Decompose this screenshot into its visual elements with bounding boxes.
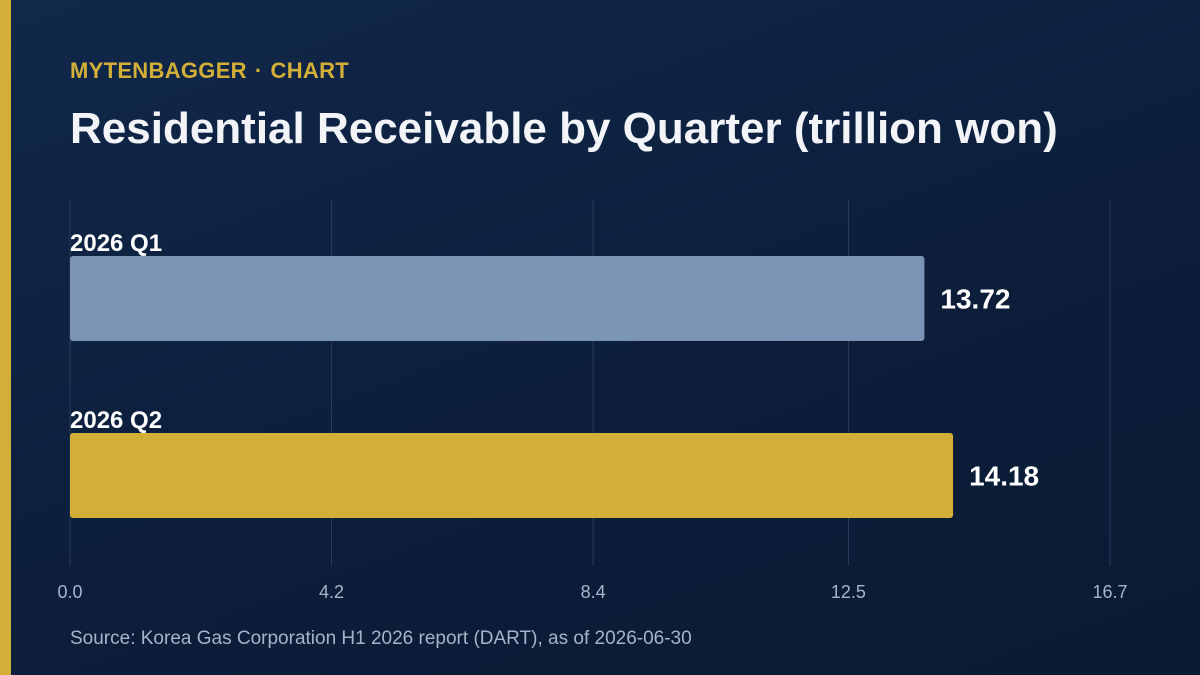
chart-title: Residential Receivable by Quarter (trill…	[70, 104, 1058, 153]
category-label: 2026 Q1	[70, 230, 162, 257]
x-tick-label: 0.0	[57, 582, 82, 602]
bar	[70, 256, 925, 341]
brand-section: CHART	[270, 58, 350, 83]
bar	[70, 433, 954, 518]
value-label: 14.18	[969, 461, 1039, 492]
value-label: 13.72	[940, 284, 1010, 315]
x-tick-label: 4.2	[319, 582, 344, 602]
category-label: 2026 Q2	[70, 407, 162, 434]
x-tick-label: 8.4	[581, 582, 606, 602]
brand-label: MYTENBAGGER · CHART	[70, 58, 349, 84]
brand-name: MYTENBAGGER	[70, 58, 247, 83]
brand-separator: ·	[254, 58, 263, 83]
x-tick-label: 12.5	[831, 582, 866, 602]
accent-stripe	[0, 0, 11, 675]
source-note: Source: Korea Gas Corporation H1 2026 re…	[70, 628, 692, 649]
x-tick-label: 16.7	[1092, 582, 1127, 602]
